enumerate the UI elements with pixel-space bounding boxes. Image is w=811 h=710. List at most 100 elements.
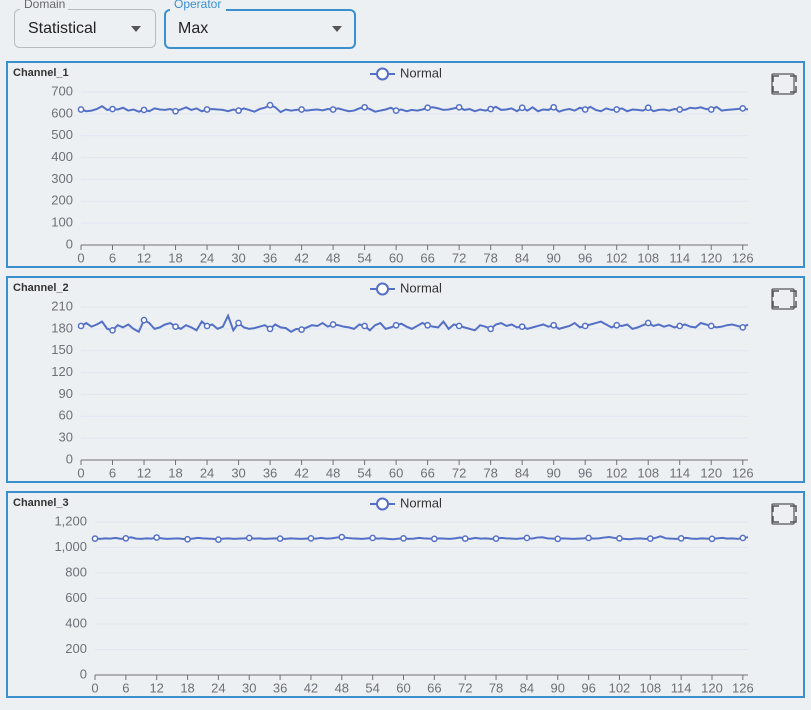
fullscreen-button[interactable] (771, 503, 795, 525)
x-tick-label: 54 (365, 680, 379, 695)
select-box[interactable] (164, 9, 356, 49)
data-point (581, 322, 589, 330)
fullscreen-button[interactable] (771, 73, 795, 95)
data-point (707, 322, 715, 330)
data-point (172, 107, 179, 115)
x-tick-label: 72 (458, 680, 472, 695)
data-point (266, 101, 274, 109)
legend-marker[interactable] (376, 67, 389, 81)
fullscreen-icon[interactable] (772, 290, 797, 308)
x-tick-label: 66 (420, 465, 434, 480)
data-point (739, 324, 747, 331)
y-tick-label: 100 (51, 215, 73, 230)
dropdown-arrow (332, 26, 342, 32)
x-tick-label: 78 (483, 465, 497, 480)
x-tick-label: 90 (546, 465, 560, 480)
data-point (140, 106, 148, 114)
data-point (172, 323, 179, 331)
x-tick-label: 48 (326, 250, 340, 265)
data-point (307, 534, 315, 542)
domain-select[interactable]: Domain Statistical (14, 0, 156, 48)
x-tick-label: 36 (263, 465, 277, 480)
data-point (424, 104, 431, 112)
x-tick-label: 54 (357, 465, 371, 480)
x-tick-label: 90 (546, 250, 560, 265)
data-point (361, 322, 368, 330)
x-tick-label: 6 (109, 465, 116, 480)
fullscreen-icon[interactable] (772, 75, 797, 93)
legend-label[interactable]: Normal (400, 65, 442, 80)
x-tick-label: 12 (137, 250, 151, 265)
data-point (276, 535, 284, 542)
data-point (676, 106, 684, 113)
data-point (338, 533, 346, 541)
x-tick-label: 48 (335, 680, 349, 695)
y-tick-label: 600 (51, 105, 73, 120)
x-tick-label: 108 (639, 680, 661, 695)
legend-marker[interactable] (376, 282, 389, 296)
x-tick-label: 78 (483, 250, 497, 265)
data-point (235, 319, 242, 327)
x-tick-label: 102 (609, 680, 631, 695)
operator-select[interactable]: Operator Max (164, 0, 356, 49)
y-tick-label: 0 (80, 666, 87, 681)
data-point (492, 535, 500, 542)
legend-marker[interactable] (376, 497, 389, 511)
x-tick-label: 108 (637, 465, 659, 480)
select-label: Domain (24, 0, 65, 11)
x-tick-label: 66 (427, 680, 441, 695)
series-line (94, 535, 749, 541)
x-tick-label: 30 (242, 680, 256, 695)
fullscreen-button[interactable] (771, 288, 795, 310)
data-point (676, 322, 684, 330)
data-point (585, 534, 592, 542)
data-point (203, 322, 211, 330)
y-tick-label: 0 (66, 451, 73, 466)
x-tick-label: 120 (700, 465, 722, 480)
data-point (215, 536, 222, 543)
x-tick-label: 96 (581, 680, 595, 695)
data-point (298, 106, 305, 113)
x-tick-label: 126 (732, 465, 754, 480)
data-point (455, 103, 463, 111)
data-point (431, 535, 438, 543)
data-point (616, 534, 623, 542)
x-tick-label: 42 (294, 250, 308, 265)
x-tick-label: 126 (732, 250, 754, 265)
data-point (613, 321, 621, 329)
x-tick-label: 60 (389, 465, 403, 480)
dropdown-arrow (131, 26, 141, 32)
y-tick-label: 1,000 (54, 539, 87, 554)
x-tick-label: 54 (357, 250, 371, 265)
data-point (424, 321, 431, 329)
data-point (644, 319, 652, 327)
chart-panel: Channel_3 0 200 400 600 800 1,000 1,200 0 6 12 18 24… (6, 491, 805, 698)
y-tick-label: 400 (65, 615, 87, 630)
data-point (140, 316, 148, 324)
legend-label[interactable]: Normal (400, 280, 442, 295)
chart-title: Channel_2 (13, 282, 69, 294)
x-tick-label: 78 (489, 680, 503, 695)
series-line (80, 313, 749, 334)
select-box[interactable] (14, 9, 156, 48)
x-tick-label: 114 (669, 250, 690, 265)
legend-label[interactable]: Normal (400, 495, 442, 510)
x-tick-label: 84 (515, 250, 529, 265)
x-tick-label: 60 (396, 680, 410, 695)
panel-border (6, 491, 805, 698)
fullscreen-icon[interactable] (772, 505, 797, 523)
data-point (739, 105, 747, 112)
y-tick-label: 300 (51, 171, 73, 186)
x-tick-label: 18 (168, 465, 182, 480)
data-point (455, 322, 463, 330)
x-tick-label: 126 (732, 680, 754, 695)
data-point (77, 106, 85, 113)
data-point (487, 105, 495, 113)
data-point (677, 534, 685, 542)
x-tick-label: 12 (137, 465, 151, 480)
x-tick-label: 96 (578, 465, 592, 480)
data-point (245, 534, 253, 542)
x-tick-label: 36 (263, 250, 277, 265)
data-point (122, 534, 130, 542)
